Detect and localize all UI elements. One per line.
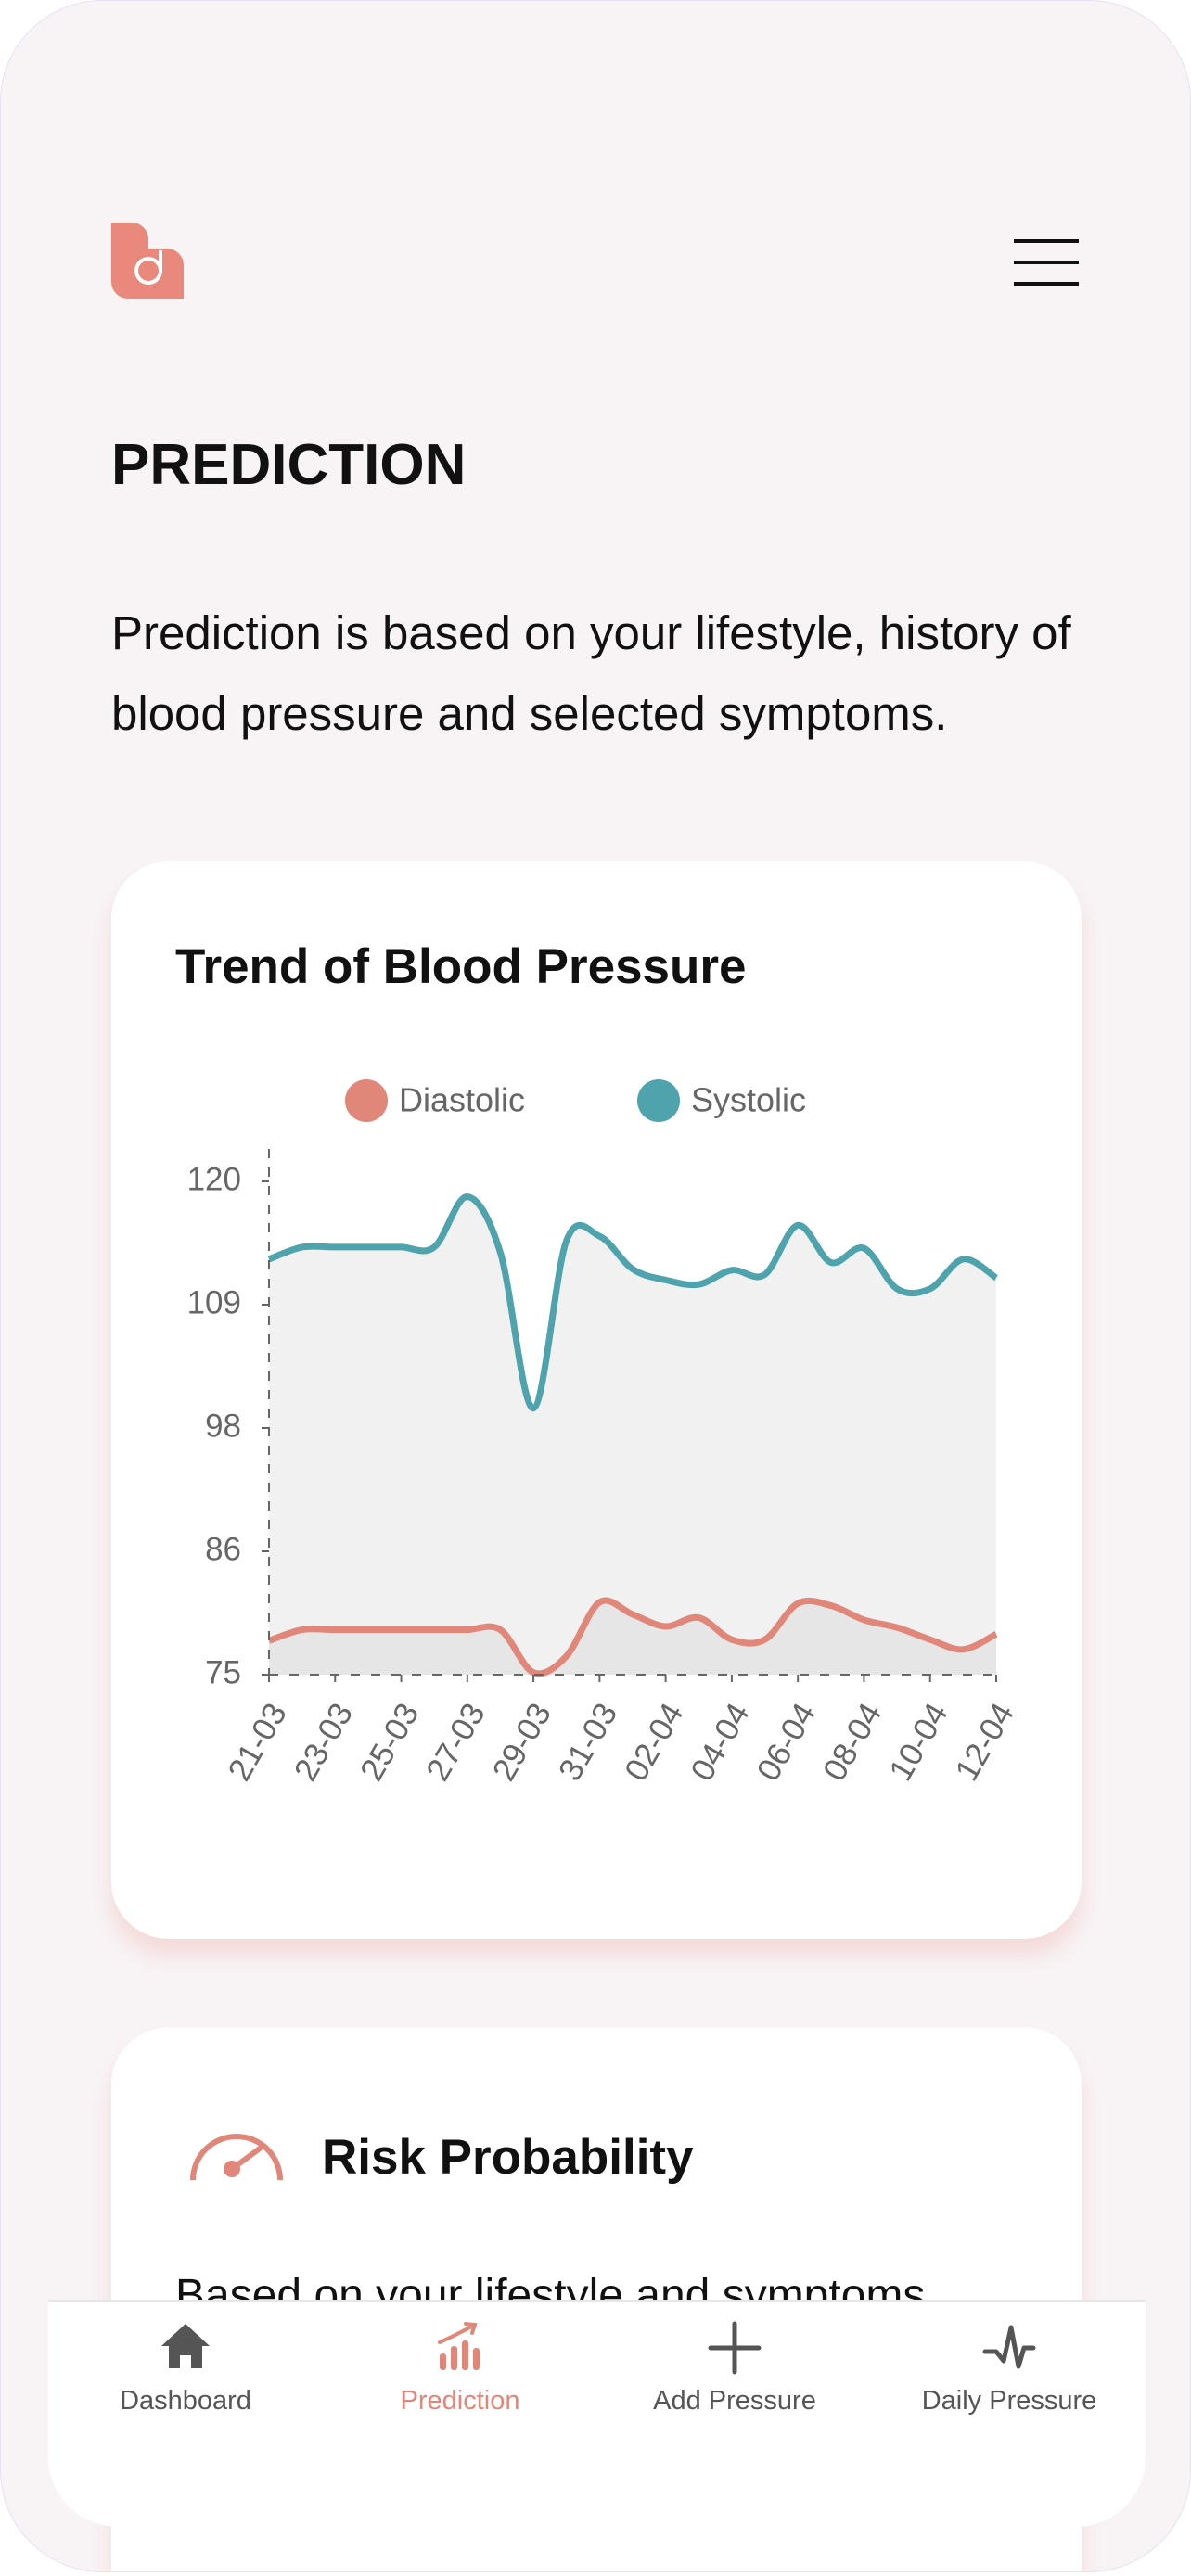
x-tick-label: 25-03 [353,1697,427,1787]
series-line [267,1597,998,1677]
chart-title: Trend of Blood Pressure [175,939,747,994]
x-tick-label: 27-03 [419,1697,493,1787]
nav-icon [438,2322,480,2370]
x-tick-label: 23-03 [288,1697,361,1787]
nav-label: Dashboard [120,2386,251,2416]
chart-card: Trend of Blood Pressure Diastolic Systoli… [111,861,1082,1939]
gauge-icon [190,2134,283,2181]
x-tick-label: 31-03 [552,1697,625,1787]
legend-label: Diastolic [399,1081,525,1119]
nav-item[interactable]: Dashboard [48,2320,323,2417]
series-area [269,1196,996,1675]
bottom-nav: Dashboard Prediction Add Pressure Daily Pre… [48,2300,1146,2527]
legend-swatch [637,1079,680,1122]
legend-swatch [345,1079,388,1122]
nav-item[interactable]: Add Pressure [597,2320,872,2417]
chart: Trend of Blood Pressure Diastolic Systoli… [175,939,1021,1787]
logo [111,223,184,299]
nav-icon [982,2325,1036,2369]
y-tick-label: 109 [187,1284,241,1320]
nav-label: Prediction [400,2386,520,2416]
x-tick-label: 04-04 [684,1697,757,1787]
x-tick-label: 12-04 [948,1697,1021,1787]
series-line [267,1193,998,1412]
nav-label: Add Pressure [653,2386,816,2416]
nav-icon [161,2324,210,2368]
legend-label: Systolic [691,1081,806,1119]
series-area [269,1600,996,1675]
y-tick-label: 120 [187,1161,241,1197]
x-tick-label: 10-04 [882,1697,955,1787]
x-tick-label: 29-03 [485,1697,558,1787]
nav-icon [708,2321,762,2375]
x-tick-label: 02-04 [618,1697,691,1787]
menu-button[interactable] [1012,237,1081,287]
y-tick-label: 86 [205,1531,241,1567]
x-tick-label: 21-03 [221,1697,294,1787]
risk-title: Risk Probability [322,2130,694,2185]
y-tick-label: 98 [205,1408,241,1444]
page-title: PREDICTION [111,433,467,497]
nav-item[interactable]: Prediction [323,2320,597,2417]
nav-item[interactable]: Daily Pressure [872,2320,1146,2417]
page-description: Prediction is based on your lifestyle, h… [111,606,1071,740]
nav-label: Daily Pressure [921,2386,1097,2416]
y-tick-label: 75 [205,1654,241,1690]
x-tick-label: 08-04 [816,1697,890,1787]
x-tick-label: 06-04 [750,1697,824,1787]
